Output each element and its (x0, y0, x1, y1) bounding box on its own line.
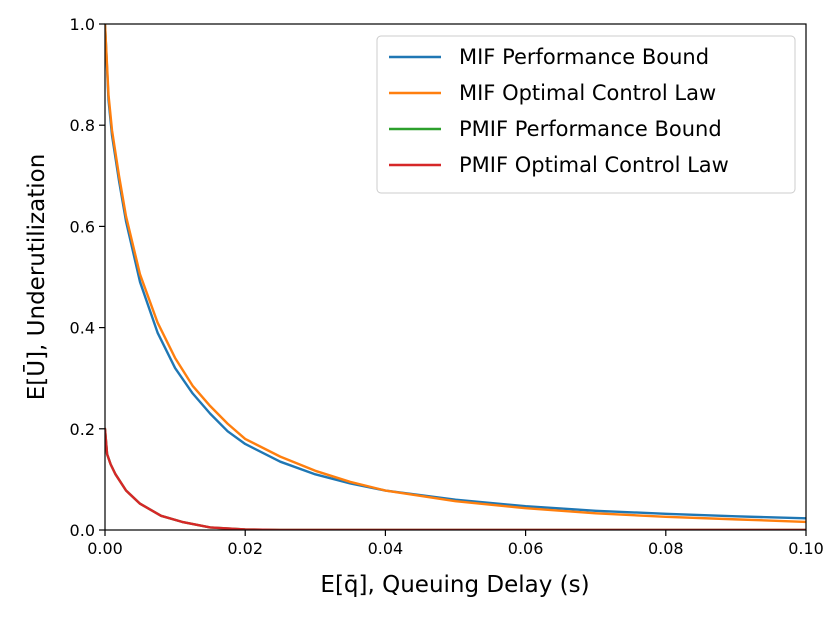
x-tick-label: 0.10 (788, 539, 824, 558)
y-tick-label: 0.2 (70, 420, 95, 439)
y-tick-label: 0.0 (70, 521, 95, 540)
y-tick-label: 0.6 (70, 217, 95, 236)
y-tick-label: 1.0 (70, 15, 95, 34)
y-axis-label: E[Ū], Underutilization (23, 154, 50, 401)
x-tick-label: 0.00 (87, 539, 123, 558)
legend-label: PMIF Performance Bound (459, 117, 722, 141)
legend: MIF Performance Bound MIF Optimal Control… (376, 35, 796, 194)
legend-label: MIF Performance Bound (459, 45, 709, 69)
x-axis: 0.00 0.02 0.04 0.06 0.08 0.10 (87, 530, 824, 558)
x-tick-label: 0.06 (508, 539, 544, 558)
plot-frame (104, 23, 807, 531)
y-tick-label: 0.4 (70, 319, 95, 338)
legend-frame (376, 35, 796, 194)
x-tick-label: 0.02 (227, 539, 263, 558)
y-tick-label: 0.8 (70, 116, 95, 135)
x-tick-label: 0.04 (368, 539, 404, 558)
series-line-4 (105, 427, 806, 530)
x-tick-label: 0.08 (648, 539, 684, 558)
legend-label: MIF Optimal Control Law (459, 81, 716, 105)
legend-label: PMIF Optimal Control Law (459, 153, 729, 177)
x-axis-label: E[q̄], Queuing Delay (s) (320, 572, 589, 598)
y-axis: 0.0 0.2 0.4 0.6 0.8 1.0 (70, 15, 105, 540)
series-line-2 (105, 24, 806, 524)
series-layer (105, 24, 806, 530)
